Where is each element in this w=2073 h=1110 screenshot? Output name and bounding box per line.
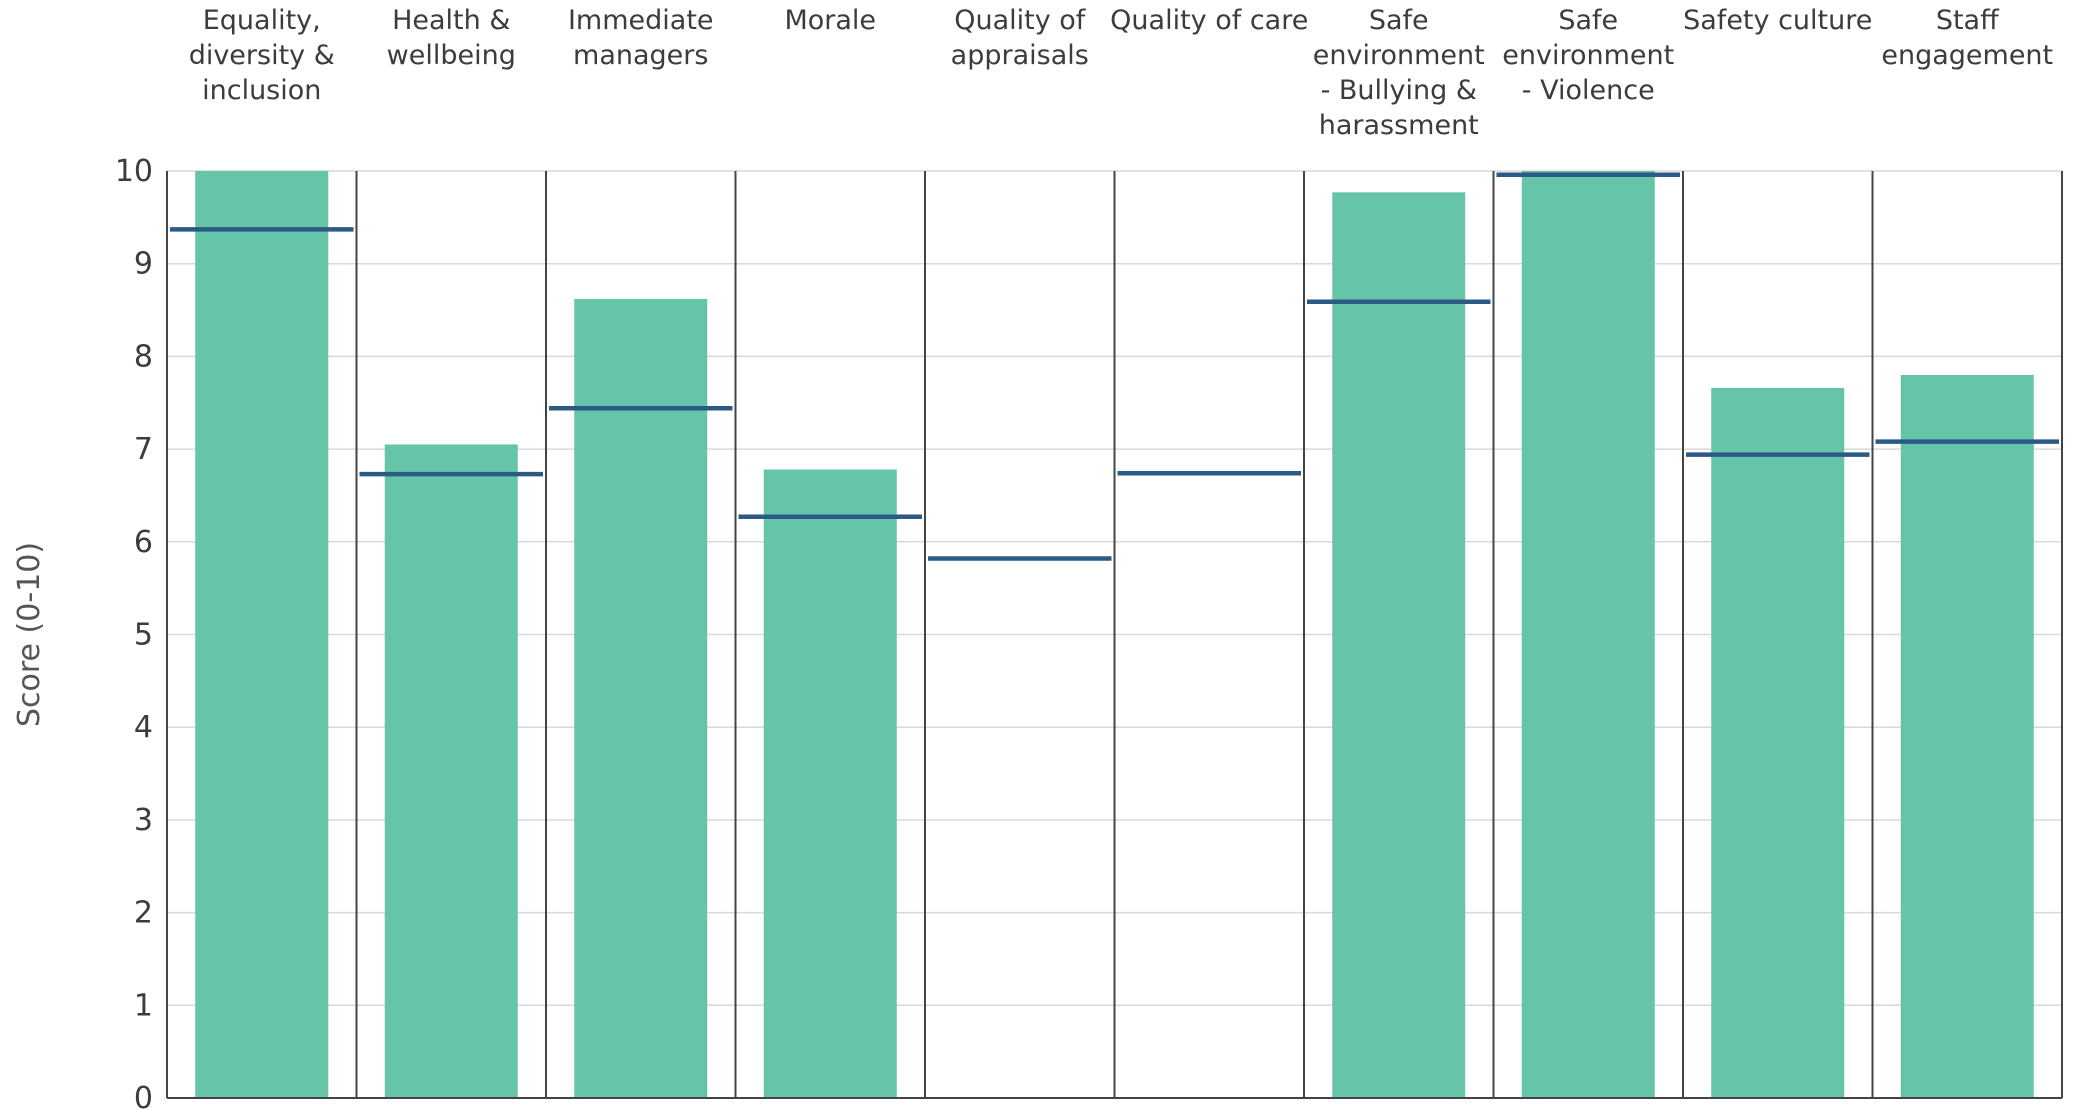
category-label: diversity & — [189, 40, 335, 71]
category-label: Safe — [1369, 5, 1429, 36]
y-tick-label: 4 — [134, 710, 153, 745]
category-label: - Bullying & — [1321, 75, 1477, 106]
bar — [195, 171, 328, 1098]
y-tick-label: 8 — [134, 339, 153, 374]
y-tick-label: 6 — [134, 525, 153, 560]
y-tick-label: 2 — [134, 896, 153, 931]
category-label: Health & — [392, 5, 510, 36]
y-tick-label: 7 — [134, 432, 153, 467]
category-label: Safe — [1558, 5, 1618, 36]
category-label: harassment — [1319, 110, 1479, 141]
category-label: managers — [573, 40, 708, 71]
category-label: Equality, — [203, 5, 321, 36]
y-tick-label: 5 — [134, 618, 153, 653]
category-label: environment — [1502, 40, 1674, 71]
category-label: Staff — [1936, 5, 2000, 36]
category-label: inclusion — [202, 75, 321, 106]
category-label: wellbeing — [387, 40, 516, 71]
bar — [1711, 388, 1844, 1098]
category-label: environment — [1313, 40, 1485, 71]
category-label: Morale — [784, 5, 876, 36]
category-labels: Equality, diversity & inclusion Health & wel… — [189, 5, 2053, 141]
bar — [764, 469, 897, 1098]
y-axis-title: Score (0-10) — [12, 542, 47, 727]
category-label: Safety culture — [1683, 5, 1872, 36]
category-label: Immediate — [568, 5, 714, 36]
category-label: Quality of — [954, 5, 1087, 36]
y-tick-label: 9 — [134, 247, 153, 282]
bar — [1522, 171, 1655, 1098]
y-tick-label: 3 — [134, 803, 153, 838]
y-tick-labels: 0 1 2 3 4 5 6 7 8 9 10 — [115, 154, 153, 1110]
category-label: engagement — [1881, 40, 2053, 71]
y-tick-label: 1 — [134, 988, 153, 1023]
y-tick-label: 10 — [115, 154, 153, 189]
category-label: appraisals — [951, 40, 1089, 71]
bar — [1901, 375, 2034, 1098]
category-label: Quality of care — [1110, 5, 1308, 36]
bar — [574, 299, 707, 1098]
y-tick-label: 0 — [134, 1081, 153, 1110]
bar — [1332, 192, 1465, 1098]
category-label: - Violence — [1522, 75, 1655, 106]
bar — [385, 444, 518, 1098]
